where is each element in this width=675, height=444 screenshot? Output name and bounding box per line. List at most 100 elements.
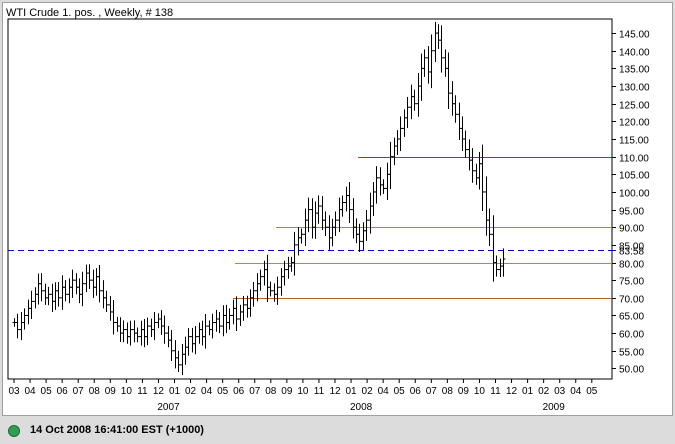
- price-bar: [344, 186, 349, 212]
- price-bar: [463, 130, 468, 159]
- price-bar: [255, 273, 260, 302]
- x-year-label: 2009: [543, 402, 566, 413]
- price-bar: [412, 89, 417, 111]
- price-bar: [282, 260, 287, 286]
- price-bar: [152, 311, 157, 341]
- price-bar: [316, 195, 321, 224]
- price-bar: [29, 290, 34, 319]
- price-bar: [299, 228, 304, 244]
- price-bar: [173, 340, 178, 369]
- x-tick-label: 05: [217, 386, 229, 397]
- price-bar: [251, 281, 256, 307]
- y-tick-label: 70.00: [619, 295, 644, 306]
- price-bar: [402, 109, 407, 137]
- price-bar: [433, 21, 438, 63]
- price-bar: [190, 327, 195, 353]
- price-bar: [337, 197, 342, 233]
- price-bar: [183, 336, 188, 365]
- status-bar: 14 Oct 2008 16:41:00 EST (+1000): [0, 418, 675, 444]
- x-tick-label: 09: [458, 386, 470, 397]
- price-bar: [53, 282, 58, 310]
- y-tick-label: 145.00: [619, 30, 650, 41]
- y-tick-label: 60.00: [619, 330, 644, 341]
- connection-status-icon: [8, 425, 20, 437]
- x-tick-label: 02: [538, 386, 550, 397]
- x-tick-label: 12: [153, 386, 165, 397]
- x-tick-label: 10: [297, 386, 309, 397]
- y-tick-label: 75.00: [619, 277, 644, 288]
- price-bar: [409, 84, 414, 120]
- price-bar: [231, 299, 236, 325]
- price-bar: [94, 268, 99, 296]
- x-year-label: 2008: [350, 402, 373, 413]
- price-bar: [392, 137, 397, 166]
- price-bar: [340, 195, 345, 217]
- chart-grid: [7, 18, 613, 380]
- price-bar: [156, 313, 161, 329]
- y-tick-label: 105.00: [619, 171, 650, 182]
- x-year-label: 2007: [157, 402, 180, 413]
- price-bar: [186, 328, 191, 356]
- price-bar: [292, 231, 297, 276]
- x-tick-label: 12: [506, 386, 518, 397]
- x-tick-label: 10: [121, 386, 133, 397]
- x-tick-label: 05: [586, 386, 598, 397]
- price-bar: [125, 322, 130, 344]
- price-bar: [142, 319, 147, 348]
- price-bar: [381, 179, 386, 195]
- y-tick-label: 120.00: [619, 118, 650, 129]
- price-bar: [268, 281, 273, 297]
- price-bar: [70, 269, 75, 298]
- price-bar: [214, 309, 219, 332]
- x-tick-label: 01: [522, 386, 534, 397]
- price-bar: [371, 182, 376, 216]
- y-tick-label: 140.00: [619, 48, 650, 59]
- price-bar: [378, 167, 383, 196]
- price-bar: [97, 265, 102, 303]
- price-bar: [87, 264, 92, 289]
- x-tick-label: 06: [233, 386, 245, 397]
- x-tick-label: 10: [474, 386, 486, 397]
- x-tick-label: 01: [169, 386, 181, 397]
- price-bar: [169, 329, 174, 361]
- price-bar: [306, 197, 311, 233]
- price-bar: [67, 278, 72, 304]
- y-tick-label: 95.00: [619, 207, 644, 218]
- price-bar: [22, 308, 27, 330]
- price-bar: [234, 296, 239, 331]
- x-tick-label: 11: [314, 386, 325, 397]
- price-bar: [460, 116, 465, 151]
- x-tick-label: 02: [185, 386, 197, 397]
- price-bar: [470, 148, 475, 183]
- price-bar: [135, 327, 140, 343]
- price-bar: [275, 276, 280, 305]
- price-bar: [480, 144, 485, 211]
- x-tick-label: 05: [394, 386, 406, 397]
- price-bar: [313, 201, 318, 239]
- plot-area: [7, 18, 613, 380]
- price-bar: [193, 326, 198, 355]
- price-bar: [180, 344, 185, 376]
- price-bar: [74, 273, 79, 295]
- price-bar: [262, 260, 267, 286]
- price-chart: WTI Crude 1. pos. , Weekly, # 138 83.58 …: [6, 7, 650, 413]
- price-bar: [80, 271, 85, 307]
- price-bar: [320, 196, 325, 231]
- x-tick-label: 03: [554, 386, 566, 397]
- x-tick-label: 07: [249, 386, 261, 397]
- price-bar: [115, 316, 120, 332]
- price-bar: [354, 218, 359, 244]
- price-bar: [443, 49, 448, 77]
- y-tick-label: 135.00: [619, 65, 650, 76]
- price-bar: [139, 320, 144, 346]
- price-bar: [132, 320, 137, 343]
- price-bar: [166, 326, 171, 348]
- price-bar: [333, 211, 338, 237]
- x-tick-label: 11: [137, 386, 148, 397]
- price-bar: [43, 283, 48, 305]
- price-bar: [258, 269, 263, 291]
- price-bar: [63, 280, 68, 302]
- y-tick-label: 65.00: [619, 312, 644, 323]
- x-tick-label: 04: [201, 386, 213, 397]
- price-bar: [310, 198, 315, 239]
